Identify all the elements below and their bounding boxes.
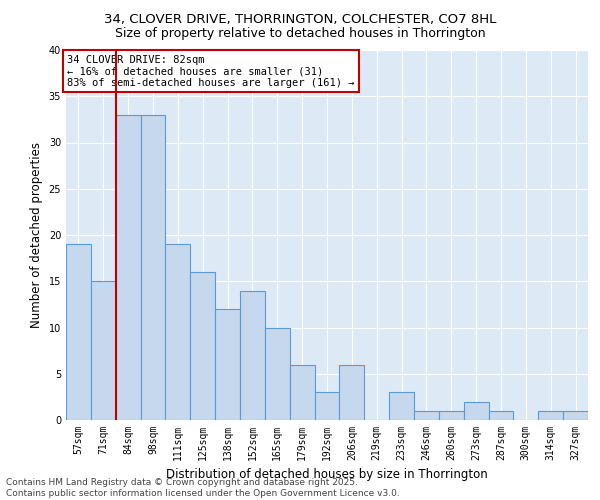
Y-axis label: Number of detached properties: Number of detached properties	[30, 142, 43, 328]
Bar	[439, 411, 464, 420]
Bar	[215, 309, 240, 420]
Bar	[190, 272, 215, 420]
Text: Size of property relative to detached houses in Thorrington: Size of property relative to detached ho…	[115, 28, 485, 40]
Text: 34, CLOVER DRIVE, THORRINGTON, COLCHESTER, CO7 8HL: 34, CLOVER DRIVE, THORRINGTON, COLCHESTE…	[104, 12, 496, 26]
Bar	[314, 392, 340, 420]
Bar	[116, 115, 140, 420]
Bar	[240, 290, 265, 420]
Bar	[464, 402, 488, 420]
Bar	[166, 244, 190, 420]
Bar	[538, 411, 563, 420]
Bar	[91, 281, 116, 420]
Bar	[140, 115, 166, 420]
Bar	[563, 411, 588, 420]
Bar	[414, 411, 439, 420]
Text: 34 CLOVER DRIVE: 82sqm
← 16% of detached houses are smaller (31)
83% of semi-det: 34 CLOVER DRIVE: 82sqm ← 16% of detached…	[67, 54, 355, 88]
Bar	[389, 392, 414, 420]
X-axis label: Distribution of detached houses by size in Thorrington: Distribution of detached houses by size …	[166, 468, 488, 481]
Bar	[265, 328, 290, 420]
Text: Contains HM Land Registry data © Crown copyright and database right 2025.
Contai: Contains HM Land Registry data © Crown c…	[6, 478, 400, 498]
Bar	[290, 364, 314, 420]
Bar	[66, 244, 91, 420]
Bar	[488, 411, 514, 420]
Bar	[340, 364, 364, 420]
